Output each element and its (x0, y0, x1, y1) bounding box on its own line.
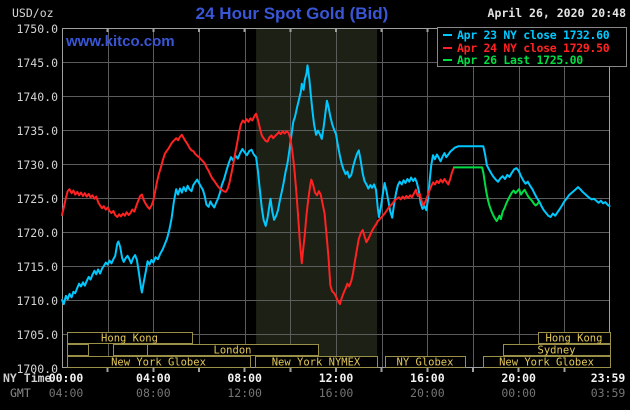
y-tick-label: 1715.0 (16, 260, 58, 274)
y-tick-label: 1745.0 (16, 56, 58, 70)
y-axis-units-label: USD/oz (12, 6, 54, 20)
session-box-london (147, 344, 319, 356)
x-axis-row-label-ny-time: NY Time (3, 371, 52, 385)
y-tick-label: 1750.0 (16, 22, 58, 36)
y-tick-label: 1740.0 (16, 90, 58, 104)
legend-dash-icon (443, 34, 452, 37)
x-tick-ny-1200: 12:00 (318, 371, 354, 385)
page-title: 24 Hour Spot Gold (Bid) (195, 4, 389, 23)
legend-dash-icon (443, 59, 452, 62)
x-tick-gmt-0400: 04:00 (48, 386, 84, 400)
session-box-hong-kong (538, 332, 611, 344)
session-label: Sydney (538, 345, 576, 357)
session-label: NY Globex (397, 357, 454, 369)
x-tick-ny-1600: 16:00 (410, 371, 445, 385)
kitco-watermark-link[interactable]: www.kitco.com (66, 33, 175, 50)
legend-item-label: Apr 24 NY close 1729.50 (457, 40, 610, 55)
x-tick-gmt-2000: 20:00 (410, 386, 445, 400)
legend-dash-icon (443, 46, 452, 49)
x-tick-gmt-0800: 08:00 (136, 386, 171, 400)
y-tick-label: 1710.0 (16, 294, 58, 308)
session-label: New York NYMEX (272, 357, 361, 369)
legend: Apr 23 NY close 1732.60 Apr 24 NY close 1… (437, 27, 627, 67)
session-box (67, 344, 89, 356)
series-line-apr-23 (61, 64, 611, 306)
y-tick-label: 1720.0 (16, 226, 58, 240)
legend-item-2: Apr 26 Last 1725.00 (443, 53, 626, 68)
session-box-new-york-nymex (255, 356, 378, 368)
x-tick-ny-2359: 23:59 (590, 371, 626, 385)
x-tick-gmt-1600: 16:00 (318, 386, 354, 400)
session-box-new-york-globex (67, 356, 251, 368)
series-line-apr-26 (453, 166, 541, 223)
session-label: London (214, 345, 252, 357)
x-tick-gmt-0359: 03:59 (590, 386, 626, 400)
y-tick-label: 1730.0 (16, 158, 58, 172)
legend-item-label: Apr 26 Last 1725.00 (457, 53, 583, 68)
x-tick-ny-2000: 20:00 (501, 371, 536, 385)
legend-item-1: Apr 24 NY close 1729.50 (443, 40, 626, 55)
y-tick-label: 1700.0 (16, 362, 58, 376)
session-label: Hong Kong (101, 333, 158, 345)
session-label: New York Globex (111, 357, 206, 369)
x-axis-row-label-gmt: GMT (10, 386, 31, 400)
session-box-hong-kong (67, 332, 193, 344)
series-line-apr-24 (61, 112, 455, 306)
x-tick-ny-0400: 04:00 (136, 371, 171, 385)
session-box-ny-globex (385, 356, 466, 368)
x-tick-gmt-0000: 00:00 (501, 386, 536, 400)
session-label: New York Globex (499, 357, 594, 369)
x-tick-gmt-1200: 12:00 (227, 386, 262, 400)
x-tick-ny-0000: 00:00 (48, 371, 84, 385)
chart-datetime: April 26, 2020 20:48 (487, 6, 626, 20)
y-tick-label: 1735.0 (16, 124, 58, 138)
session-box-sydney (503, 344, 611, 356)
session-label: Hong Kong (546, 333, 603, 345)
legend-item-0: Apr 23 NY close 1732.60 (443, 28, 626, 43)
y-tick-label: 1705.0 (16, 328, 58, 342)
session-box-new-york-globex (483, 356, 611, 368)
session-box (113, 344, 148, 356)
y-tick-label: 1725.0 (16, 192, 58, 206)
legend-item-label: Apr 23 NY close 1732.60 (457, 28, 610, 43)
gridlines (62, 28, 610, 368)
x-tick-ny-0800: 08:00 (227, 371, 262, 385)
